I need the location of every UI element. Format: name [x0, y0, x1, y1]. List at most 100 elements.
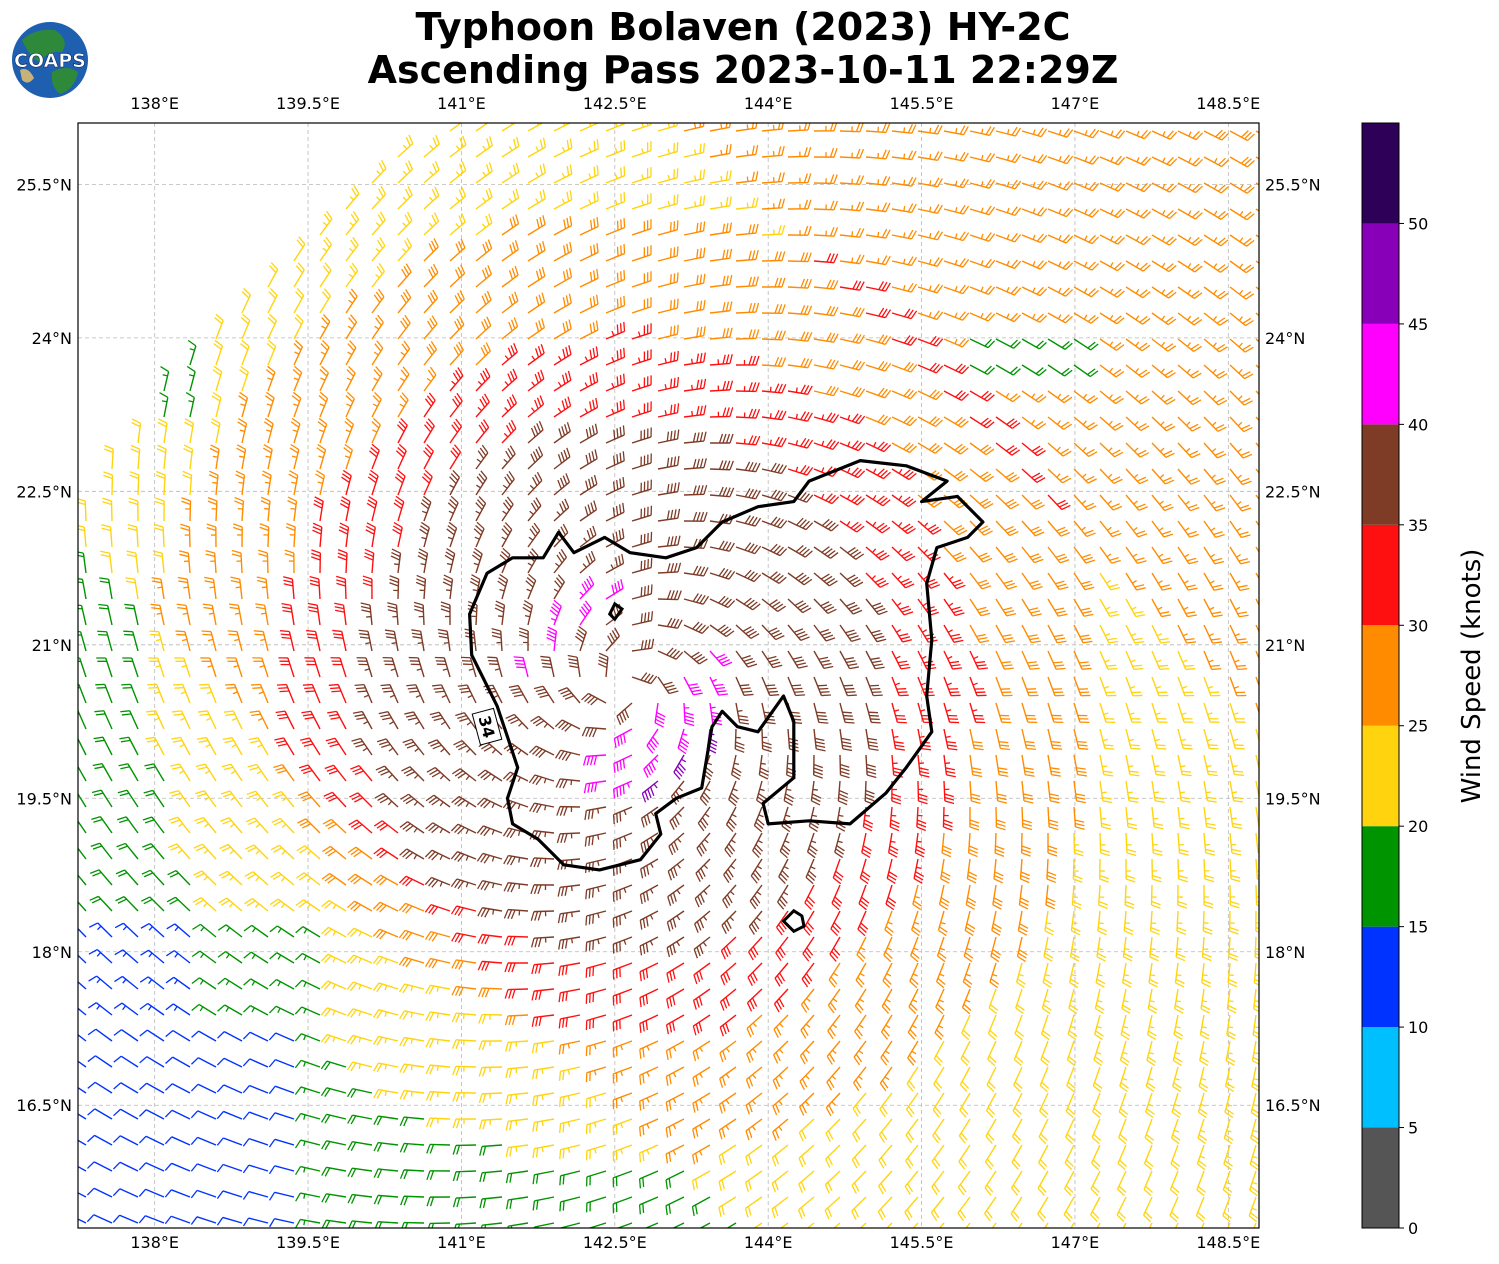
wind-barb	[451, 959, 477, 970]
wind-barb	[397, 392, 409, 418]
wind-barb	[579, 550, 596, 574]
wind-barb	[371, 159, 387, 184]
wind-barb	[1151, 832, 1163, 857]
wind-barb	[1201, 936, 1212, 962]
wind-barb	[1021, 806, 1033, 831]
wind-barb	[348, 1220, 373, 1228]
wind-barb	[190, 1110, 217, 1120]
wind-barb	[639, 988, 659, 1008]
wind-barb	[776, 884, 789, 910]
wind-barb	[1226, 1014, 1237, 1040]
wind-barb	[579, 346, 599, 366]
wind-barb	[527, 266, 546, 288]
wind-barb	[943, 572, 966, 590]
wind-barb	[579, 268, 599, 288]
wind-barb	[787, 598, 812, 614]
wind-barb	[242, 1164, 269, 1174]
wind-barb	[195, 763, 217, 782]
wind-barb	[581, 726, 607, 738]
wind-barb	[825, 1118, 841, 1143]
wind-barb	[78, 578, 87, 600]
wind-barb	[345, 185, 360, 210]
wind-barb	[553, 190, 573, 210]
wind-barb	[1073, 728, 1089, 750]
wind-barb	[683, 378, 707, 392]
wind-barb	[772, 1092, 789, 1116]
wind-barb	[397, 160, 414, 184]
wind-barb	[735, 223, 759, 236]
wind-barb	[1203, 494, 1226, 512]
wind-barb	[1145, 1066, 1156, 1093]
wind-barb	[831, 884, 843, 911]
wind-barb	[1255, 624, 1259, 634]
wind-barb	[1255, 390, 1259, 396]
wind-barb	[995, 364, 1021, 376]
wind-barb	[404, 711, 425, 730]
wind-barb	[78, 1139, 87, 1146]
wind-barb	[969, 390, 995, 402]
wind-barb	[1064, 1144, 1075, 1171]
wind-barb	[709, 460, 734, 471]
wind-barb	[155, 470, 166, 496]
wind-barb	[147, 683, 165, 704]
wind-barb	[579, 600, 592, 626]
wind-barb	[423, 289, 439, 314]
wind-barb	[1021, 180, 1048, 191]
wind-barb	[943, 231, 970, 242]
wind-barb	[1099, 546, 1121, 564]
wind-barb	[449, 238, 466, 262]
wind-barb	[864, 780, 875, 805]
wind-barb	[749, 884, 763, 910]
wind-barb	[446, 521, 458, 548]
wind-barb	[839, 280, 865, 291]
wind-barb	[639, 1014, 659, 1033]
wind-barb	[553, 267, 573, 288]
lat-tick-label-left: 24°N	[32, 329, 72, 348]
wind-barb	[1229, 312, 1254, 327]
wind-barb	[735, 542, 762, 555]
wind-barb	[78, 1034, 87, 1042]
wind-barb	[423, 392, 436, 418]
wind-barb	[1037, 1144, 1049, 1170]
wind-barb	[917, 257, 944, 267]
wind-barb	[813, 174, 838, 185]
wind-barb	[735, 488, 761, 500]
wind-barb	[813, 385, 840, 397]
wind-barb	[425, 794, 451, 808]
wind-barb	[581, 692, 607, 706]
wind-barb	[269, 1218, 295, 1228]
wind-barb	[243, 924, 269, 938]
wind-barb	[234, 496, 245, 522]
wind-barb	[1099, 416, 1124, 431]
wind-barb	[78, 927, 87, 938]
wind-barb	[801, 962, 815, 988]
wind-barb	[858, 884, 870, 911]
wind-barb	[1249, 1144, 1259, 1171]
wind-barb	[865, 441, 892, 453]
wind-barb	[230, 576, 243, 600]
wind-barb	[585, 936, 607, 952]
wind-barb	[943, 442, 969, 455]
wind-barb	[787, 173, 812, 184]
wind-barb	[295, 1165, 321, 1175]
wind-barb	[527, 548, 539, 574]
wind-barb	[1125, 468, 1149, 485]
wind-barb	[631, 531, 653, 548]
wind-barb	[91, 789, 113, 808]
wind-barb	[839, 386, 866, 398]
wind-barb	[1203, 234, 1229, 247]
wind-barb	[294, 1006, 321, 1016]
wind-barb	[87, 1134, 113, 1146]
wind-barb	[943, 676, 961, 697]
wind-barb	[345, 365, 356, 392]
wind-barb	[397, 186, 413, 210]
wind-barb	[78, 1060, 87, 1068]
wind-barb	[160, 365, 170, 392]
wind-barb	[612, 832, 633, 850]
wind-barb	[1203, 416, 1227, 432]
wind-barb	[149, 630, 165, 652]
wind-barb	[139, 976, 165, 990]
wind-barb	[631, 453, 652, 470]
wind-barb	[1177, 338, 1202, 353]
wind-barb	[839, 227, 865, 238]
